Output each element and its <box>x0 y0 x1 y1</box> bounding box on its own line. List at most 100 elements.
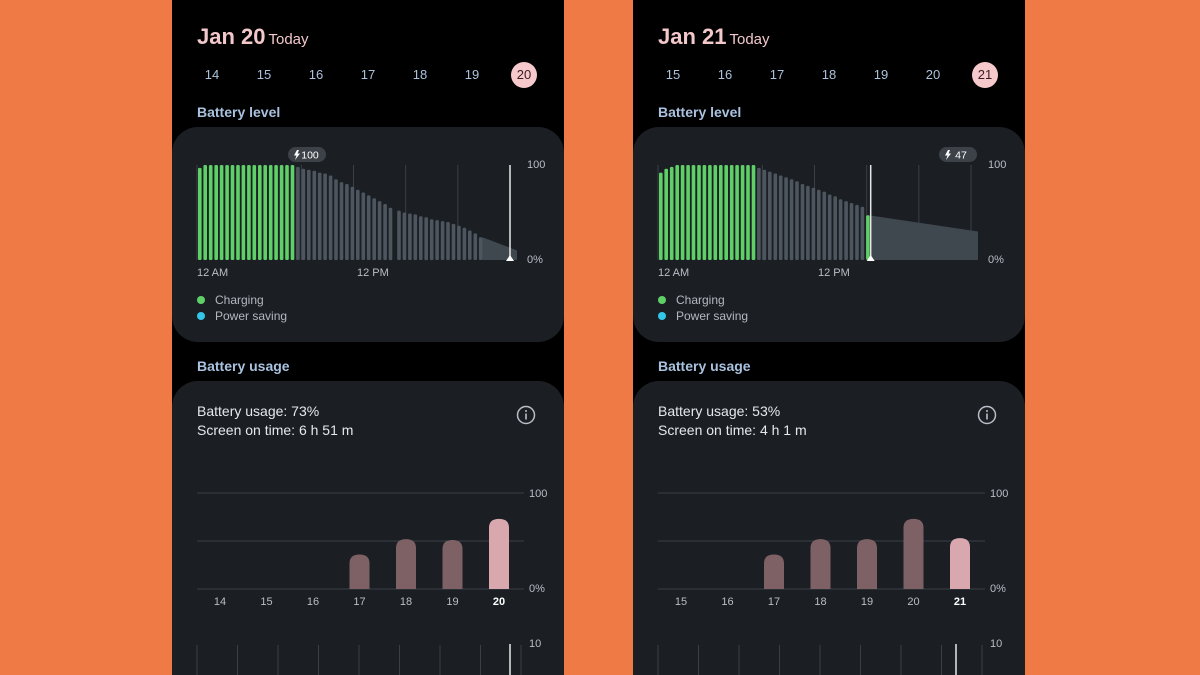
legend-charging: Charging <box>197 292 287 308</box>
usage-x-tick-18: 18 <box>814 596 826 608</box>
power-saving-dot <box>197 312 205 320</box>
usage-x-tick-16: 16 <box>721 596 733 608</box>
charge-badge: 47 <box>939 147 977 162</box>
battery-usage-title: Battery usage <box>658 358 751 374</box>
battery-level-card: 100 100 0% 12 AM 12 PM Charging Power saving <box>172 127 564 342</box>
battery-level-bar <box>724 165 728 260</box>
battery-projection <box>482 237 517 260</box>
day-19[interactable]: 19 <box>873 67 889 82</box>
usage-x-tick-15: 15 <box>675 596 687 608</box>
battery-level-bar <box>317 172 322 260</box>
usage-y-tick-100: 100 <box>990 488 1008 500</box>
day-16[interactable]: 16 <box>308 67 324 82</box>
usage-bar-20[interactable] <box>489 518 509 589</box>
day-14[interactable]: 14 <box>204 67 220 82</box>
battery-level-bar <box>366 195 371 260</box>
usage-x-tick-21: 21 <box>954 596 966 608</box>
usage-bar-20[interactable] <box>903 518 924 589</box>
today-label: Today <box>268 31 309 48</box>
battery-level-card: 47 100 0% 12 AM 12 PM Charging Power saving <box>633 127 1025 342</box>
battery-level-bar <box>866 215 870 260</box>
battery-usage-title: Battery usage <box>197 358 290 374</box>
phone-screen-jan-21: Jan 21 Today 15 16 17 18 19 20 21 Battery level… <box>633 0 1025 675</box>
battery-level-bar <box>664 168 668 260</box>
info-icon[interactable] <box>516 405 536 425</box>
day-selector: 14 15 16 17 18 19 20 <box>172 62 564 88</box>
day-17[interactable]: 17 <box>769 67 785 82</box>
usage-y-tick-100: 100 <box>529 488 547 500</box>
usage-x-tick-18: 18 <box>400 596 412 608</box>
day-15[interactable]: 15 <box>256 67 272 82</box>
usage-x-tick-20: 20 <box>907 596 919 608</box>
day-19[interactable]: 19 <box>464 67 480 82</box>
battery-level-bar <box>735 165 739 260</box>
battery-level-bar <box>659 172 663 260</box>
battery-level-bar <box>372 198 376 261</box>
battery-level-bar <box>345 184 349 260</box>
charge-badge: 100 <box>288 147 326 162</box>
battery-level-bar <box>268 165 273 260</box>
day-20[interactable]: 20 <box>925 67 941 82</box>
battery-level-bar <box>413 214 418 260</box>
battery-level-bar <box>247 165 251 260</box>
battery-level-bar <box>675 165 679 260</box>
battery-projection <box>869 215 978 260</box>
legend-power-saving-label: Power saving <box>676 309 749 323</box>
battery-level-bar <box>855 204 859 260</box>
battery-level-bar <box>383 204 387 260</box>
usage-bar-21[interactable] <box>950 538 970 589</box>
usage-bar-17[interactable] <box>764 554 784 589</box>
battery-usage-chart[interactable]: 100 0% 15 16 17 18 19 20 21 10 <box>633 381 1025 675</box>
usage-bar-19[interactable] <box>442 540 463 589</box>
day-20[interactable]: 20 <box>511 62 537 88</box>
info-icon[interactable] <box>977 405 997 425</box>
battery-level-bar <box>697 165 701 260</box>
usage-bar-18[interactable] <box>810 539 831 589</box>
legend-charging: Charging <box>658 292 748 308</box>
battery-level-bar <box>446 222 450 260</box>
day-18[interactable]: 18 <box>821 67 837 82</box>
battery-level-bar <box>800 184 805 260</box>
date-header: Jan 20 Today <box>197 24 309 50</box>
day-16[interactable]: 16 <box>717 67 733 82</box>
usage-bar-19[interactable] <box>857 539 877 589</box>
battery-usage-chart[interactable]: 100 0% 14 15 16 17 18 19 20 10 <box>172 381 564 675</box>
battery-level-bar <box>429 219 434 261</box>
day-15[interactable]: 15 <box>665 67 681 82</box>
battery-level-bar <box>301 168 306 260</box>
battery-level-bar <box>713 165 718 260</box>
legend-power-saving: Power saving <box>658 308 748 324</box>
day-17[interactable]: 17 <box>360 67 376 82</box>
y-tick-0: 0% <box>527 254 543 266</box>
battery-level-bar <box>768 171 772 260</box>
battery-level-bar <box>789 179 794 261</box>
usage-bar-18[interactable] <box>396 539 416 589</box>
battery-level-bar <box>236 165 240 260</box>
screen-on-time-text: Screen on time: 4 h 1 m <box>658 422 807 438</box>
battery-level-chart[interactable]: 47 100 0% 12 AM 12 PM <box>633 127 1025 342</box>
battery-level-bar <box>691 165 696 260</box>
battery-level-bar <box>198 167 202 260</box>
battery-level-bar <box>356 189 360 260</box>
battery-level-bar <box>708 165 712 260</box>
usage-bar-17[interactable] <box>349 554 370 589</box>
usage-y-tick-0: 0% <box>529 583 545 595</box>
day-18[interactable]: 18 <box>412 67 428 82</box>
day-21[interactable]: 21 <box>972 62 998 88</box>
battery-level-bar <box>844 201 848 260</box>
x-tick-12pm: 12 PM <box>818 267 850 279</box>
battery-level-bar <box>350 186 355 260</box>
battery-level-bar <box>230 165 235 260</box>
battery-level-bar <box>377 201 382 260</box>
now-marker-arrow <box>506 255 514 261</box>
chart-legend: Charging Power saving <box>658 292 748 324</box>
battery-usage-text: Battery usage: 53% <box>658 403 781 419</box>
usage-x-tick-20: 20 <box>493 596 505 608</box>
battery-level-bar <box>702 165 707 260</box>
date-label: Jan 20 <box>197 24 266 49</box>
battery-level-chart[interactable]: 100 100 0% 12 AM 12 PM <box>172 127 564 342</box>
battery-level-bar <box>762 169 767 261</box>
battery-level-bar <box>751 165 756 260</box>
battery-level-bar <box>402 212 407 260</box>
battery-level-bar <box>849 203 854 260</box>
